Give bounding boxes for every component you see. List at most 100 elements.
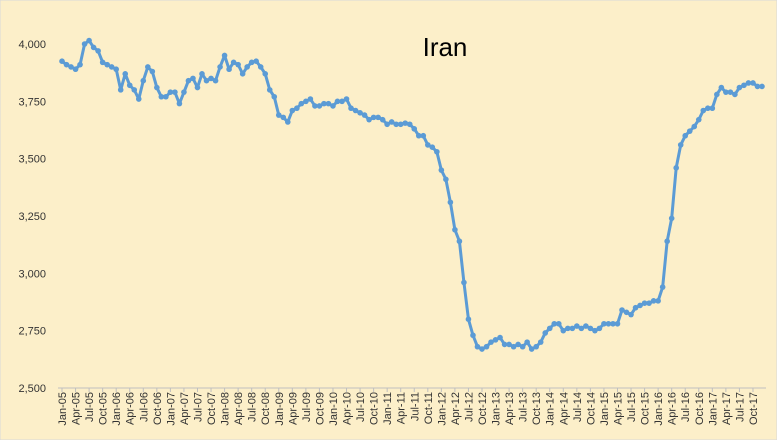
x-tick-label: Oct-12 <box>477 392 489 425</box>
data-point <box>298 100 305 107</box>
y-tick-label: 3,250 <box>18 211 46 223</box>
data-point <box>221 52 228 59</box>
data-point <box>605 320 612 327</box>
data-point <box>289 107 296 114</box>
data-point <box>632 304 639 311</box>
data-point <box>257 64 264 70</box>
data-point <box>497 334 503 341</box>
y-tick-label: 3,750 <box>18 96 46 108</box>
data-point <box>122 71 129 77</box>
data-point <box>677 142 684 148</box>
data-point <box>239 71 246 77</box>
data-point <box>695 116 702 123</box>
data-point <box>167 89 174 95</box>
data-point <box>361 112 368 118</box>
data-point <box>546 325 553 332</box>
data-point <box>113 66 119 73</box>
x-tick-label: Oct-09 <box>314 392 326 425</box>
data-point <box>691 123 698 130</box>
x-tick-label: Jul-05 <box>84 392 96 422</box>
data-point <box>488 339 494 345</box>
data-point <box>316 103 323 109</box>
data-point <box>244 64 250 70</box>
data-point <box>149 68 156 75</box>
data-point <box>736 84 743 91</box>
data-point <box>379 116 386 123</box>
data-point <box>262 71 269 77</box>
data-point <box>555 320 562 327</box>
x-tick-label: Jul-10 <box>355 392 367 422</box>
x-tick-label: Oct-15 <box>640 392 652 425</box>
data-point <box>479 346 485 352</box>
data-point <box>443 176 449 183</box>
x-tick-label: Apr-16 <box>667 392 679 425</box>
data-point <box>352 107 359 114</box>
x-tick-label: Apr-10 <box>342 392 354 425</box>
x-tick-label: Oct-10 <box>369 392 381 425</box>
data-point <box>135 96 142 102</box>
x-tick-label: Oct-11 <box>423 392 435 424</box>
x-tick-label: Oct-13 <box>531 392 543 425</box>
data-point <box>714 91 720 98</box>
x-tick-label: Oct-14 <box>585 392 597 425</box>
x-tick-label: Apr-09 <box>287 392 299 425</box>
data-point <box>384 121 390 128</box>
data-point <box>537 339 544 345</box>
x-tick-label: Jan-17 <box>707 392 719 426</box>
data-point <box>126 82 133 89</box>
data-point <box>673 165 679 171</box>
data-point <box>230 59 237 66</box>
data-point <box>659 284 666 290</box>
data-point <box>307 96 314 102</box>
data-point <box>158 93 165 100</box>
data-point <box>411 126 418 132</box>
data-point <box>492 337 499 343</box>
data-point <box>560 327 567 334</box>
data-point <box>330 103 336 109</box>
y-tick-label: 4,000 <box>18 39 46 51</box>
data-point <box>131 87 138 93</box>
x-tick-label: Jul-07 <box>192 392 204 422</box>
x-tick-label: Jan-10 <box>328 392 340 426</box>
data-point <box>623 309 630 316</box>
data-point <box>217 64 223 70</box>
data-point <box>406 121 413 128</box>
x-tick-label: Jul-17 <box>734 392 746 422</box>
data-point <box>668 215 675 222</box>
y-tick-label: 2,750 <box>18 326 46 338</box>
data-point <box>583 323 589 329</box>
x-tick-label: Jul-16 <box>680 392 692 422</box>
data-point <box>420 132 427 139</box>
y-tick-label: 3,000 <box>18 268 46 280</box>
data-point <box>176 100 183 107</box>
x-tick-label: Apr-12 <box>450 392 462 425</box>
data-point <box>370 114 377 121</box>
data-point <box>519 343 526 350</box>
data-point <box>700 107 707 114</box>
data-point <box>483 343 490 350</box>
data-point <box>425 142 431 148</box>
data-point <box>266 87 273 93</box>
data-point <box>181 89 187 95</box>
x-tick-label: Apr-13 <box>504 392 516 425</box>
data-point <box>303 98 309 105</box>
data-point <box>63 61 70 68</box>
x-tick-label: Apr-07 <box>179 392 191 425</box>
data-point <box>727 89 734 95</box>
data-point <box>569 325 576 332</box>
data-point <box>542 330 549 336</box>
data-point <box>754 83 761 90</box>
data-point <box>321 100 327 107</box>
data-point <box>456 238 463 245</box>
data-point <box>506 341 512 348</box>
data-point <box>212 77 219 84</box>
data-point <box>59 58 65 64</box>
x-tick-label: Apr-05 <box>71 392 83 425</box>
data-point <box>235 61 241 68</box>
data-point <box>646 300 652 306</box>
data-point <box>343 96 350 102</box>
data-point <box>375 114 381 121</box>
data-point <box>294 105 300 112</box>
data-point <box>393 121 399 128</box>
data-point <box>90 44 97 51</box>
